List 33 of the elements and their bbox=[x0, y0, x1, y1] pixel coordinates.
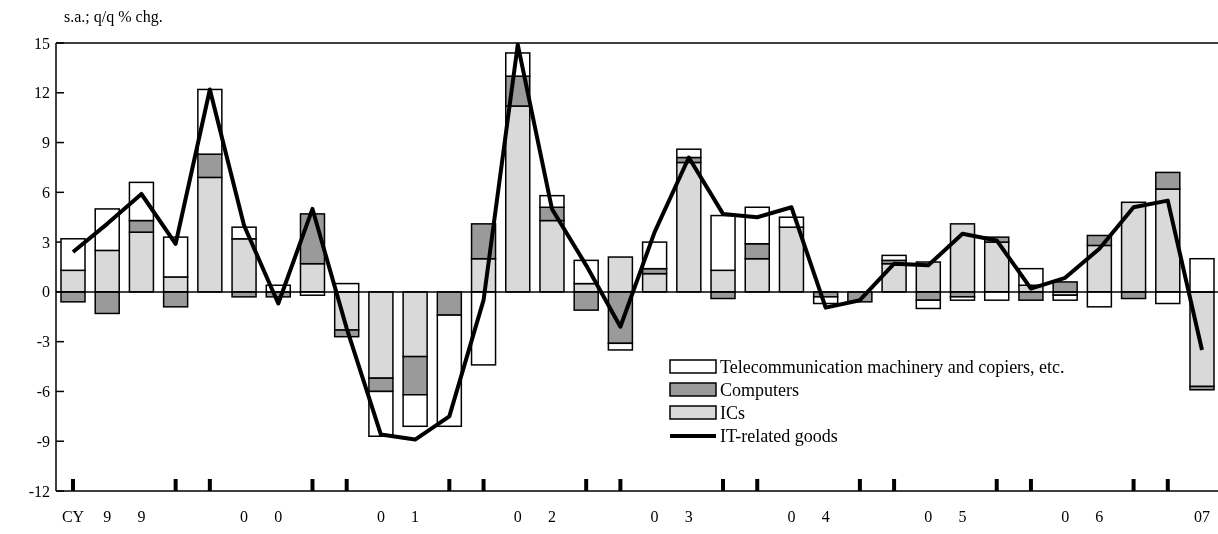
y-tick-label: 15 bbox=[34, 34, 50, 52]
y-tick-label: 12 bbox=[34, 84, 50, 102]
x-tick-label: 3 bbox=[684, 508, 693, 525]
y-axis-title: s.a.; q/q % chg. bbox=[64, 8, 163, 26]
y-tick-label: 6 bbox=[42, 183, 50, 201]
x-tick-label: 0 bbox=[376, 508, 385, 525]
y-tick-label: 3 bbox=[42, 233, 50, 251]
y-tick-label: -6 bbox=[36, 383, 50, 401]
x-tick-label: 9 bbox=[103, 508, 112, 525]
x-tick-label: 0 bbox=[240, 508, 249, 525]
x-tick-label: 07 bbox=[1194, 508, 1210, 525]
x-tick-label: 2 bbox=[547, 508, 556, 525]
x-tick-label: 0 bbox=[650, 508, 659, 525]
x-tick-label: 6 bbox=[1095, 508, 1104, 525]
x-tick-label: 0 bbox=[924, 508, 933, 525]
legend-label: Computers bbox=[720, 380, 799, 401]
x-tick-label: 4 bbox=[821, 508, 830, 525]
y-tick-label: 0 bbox=[42, 283, 50, 301]
y-tick-label: -3 bbox=[36, 333, 50, 351]
legend-label: Telecommunication machinery and copiers, etc. bbox=[720, 357, 1065, 378]
legend-label: IT-related goods bbox=[720, 426, 838, 447]
x-tick-label: CY bbox=[61, 508, 85, 525]
x-tick-label: 0 bbox=[1061, 508, 1070, 525]
x-tick-label: 5 bbox=[958, 508, 967, 525]
x-tick-label: 1 bbox=[411, 508, 420, 525]
y-tick-label: -9 bbox=[36, 432, 50, 450]
y-tick-label: 9 bbox=[42, 134, 50, 152]
x-tick-label: 0 bbox=[513, 508, 522, 525]
x-tick-label: 0 bbox=[787, 508, 796, 525]
legend-label: ICs bbox=[720, 403, 746, 424]
x-tick-label: 0 bbox=[274, 508, 283, 525]
x-tick-label: 9 bbox=[137, 508, 146, 525]
y-tick-label: -12 bbox=[28, 482, 50, 500]
